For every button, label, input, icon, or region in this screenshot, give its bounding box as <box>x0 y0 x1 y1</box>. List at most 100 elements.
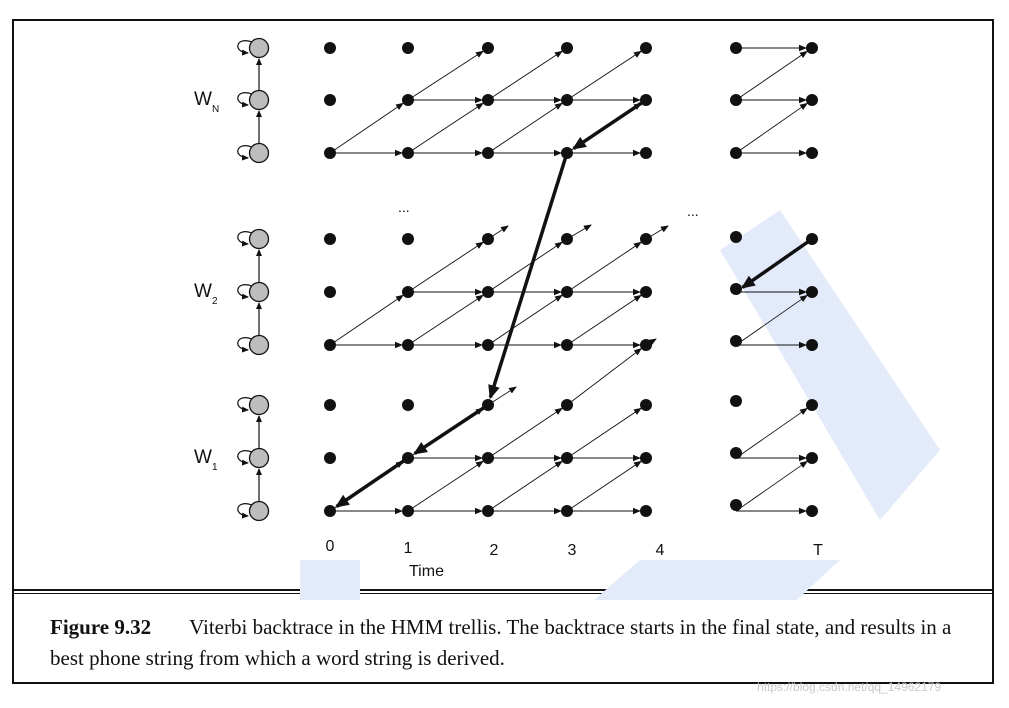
watermark-shapes <box>300 210 940 600</box>
trellis-node <box>640 399 652 411</box>
transition-arrow <box>566 407 642 459</box>
trellis-node <box>640 505 652 517</box>
time-tick-label: 0 <box>326 538 335 555</box>
hmm-state-node <box>248 500 270 522</box>
transition-arrow <box>487 294 563 346</box>
trellis-node <box>806 339 818 351</box>
trellis-node <box>482 233 494 245</box>
transition-arrow <box>735 460 808 512</box>
transition-arrow <box>735 407 808 459</box>
hmm-state-node <box>248 228 270 250</box>
hmm-state-node <box>248 142 270 164</box>
trellis-node <box>561 286 573 298</box>
time-tick-label: T <box>813 542 823 559</box>
trellis-node <box>324 399 336 411</box>
transition-arrow <box>566 294 642 346</box>
self-loop-arrow <box>237 40 253 56</box>
trellis-node <box>482 94 494 106</box>
trellis-node <box>730 283 742 295</box>
figure-number: Figure 9.32 <box>50 615 152 639</box>
self-loop-arrow <box>237 337 253 353</box>
trellis-node <box>482 42 494 54</box>
transition-arrow <box>407 241 484 293</box>
self-loop-arrow <box>237 145 253 161</box>
transition-arrow <box>566 460 642 512</box>
self-loop-arrow <box>237 92 253 108</box>
trellis-transitions <box>329 44 808 515</box>
backtrace-arrow <box>571 98 647 150</box>
figure-caption: Figure 9.32 Viterbi backtrace in the HMM … <box>50 612 980 674</box>
word-labels: W NW 2W 1 <box>194 89 219 473</box>
time-tick-label: 4 <box>656 542 665 559</box>
trellis-node <box>730 335 742 347</box>
time-tick-label: 1 <box>404 540 413 557</box>
trellis-node <box>730 147 742 159</box>
trellis-node <box>324 505 336 517</box>
trellis-node <box>402 399 414 411</box>
hmm-state-node <box>248 447 270 469</box>
trellis-node <box>402 147 414 159</box>
trellis-node <box>482 286 494 298</box>
trellis-node <box>324 42 336 54</box>
trellis-nodes <box>324 42 818 517</box>
backtrace-arrow <box>334 456 409 508</box>
time-tick-label: 2 <box>490 542 499 559</box>
self-loop-arrow <box>237 397 253 413</box>
transition-arrow <box>487 460 563 512</box>
trellis-node <box>561 147 573 159</box>
transition-arrow <box>407 294 484 346</box>
hmm-state-node <box>248 394 270 416</box>
hmm-state-node <box>248 37 270 59</box>
hmm-state-node <box>248 334 270 356</box>
trellis-node <box>402 94 414 106</box>
trellis-node <box>640 147 652 159</box>
trellis-node <box>561 42 573 54</box>
word-label: W <box>194 89 212 110</box>
transition-arrow <box>566 348 643 406</box>
trellis-node <box>640 42 652 54</box>
viterbi-backtrace-path <box>334 98 814 508</box>
trellis-node <box>730 94 742 106</box>
trellis-node <box>806 452 818 464</box>
word-label: W <box>194 281 212 302</box>
trellis-node <box>482 452 494 464</box>
backtrace-arrow <box>488 152 569 400</box>
trellis-node <box>402 452 414 464</box>
word-label-subscript: N <box>212 104 219 115</box>
trellis-node <box>806 42 818 54</box>
transition-arrow <box>407 102 484 154</box>
ellipsis-left: ... <box>398 199 410 215</box>
trellis-node <box>640 94 652 106</box>
trellis-node <box>640 286 652 298</box>
hmm-state-chains <box>237 37 270 522</box>
transition-arrow <box>566 241 642 293</box>
backtrace-arrow <box>413 403 489 456</box>
trellis-node <box>324 147 336 159</box>
trellis-node <box>402 339 414 351</box>
transition-arrow <box>566 50 642 101</box>
transition-arrow <box>487 241 563 293</box>
trellis-node <box>561 452 573 464</box>
trellis-node <box>806 399 818 411</box>
hmm-state-node <box>248 89 270 111</box>
time-axis-ticks: 0 1 2 3 4 T <box>326 538 824 559</box>
trellis-node <box>402 505 414 517</box>
trellis-node <box>482 147 494 159</box>
figure-frame <box>12 19 994 684</box>
self-loop-arrow <box>237 231 253 247</box>
trellis-node <box>561 505 573 517</box>
trellis-node <box>806 147 818 159</box>
trellis-node <box>561 94 573 106</box>
trellis-node <box>482 505 494 517</box>
transition-arrow <box>407 460 484 512</box>
trellis-node <box>324 233 336 245</box>
word-label-subscript: 2 <box>212 296 218 307</box>
transition-arrow <box>329 294 404 346</box>
self-loop-arrow <box>237 284 253 300</box>
transition-arrow <box>735 50 808 101</box>
transition-arrow <box>329 102 404 154</box>
word-label: W <box>194 447 212 468</box>
watermark-url: https://blog.csdn.net/qq_14962179 <box>757 680 942 694</box>
caption-text: Viterbi backtrace in the HMM trellis. Th… <box>50 615 952 670</box>
